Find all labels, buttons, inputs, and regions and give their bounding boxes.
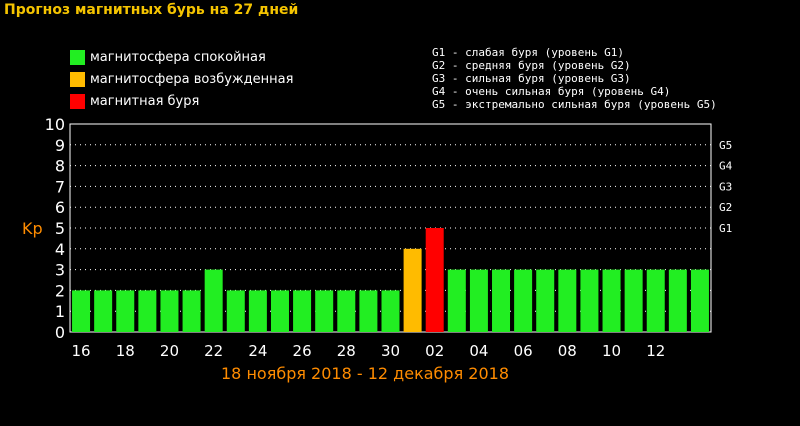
y-axis-label: Kp (22, 219, 43, 238)
date-range-subtitle: 18 ноября 2018 - 12 декабря 2018 (221, 364, 509, 383)
g1-description: G1 - слабая буря (уровень G1) (432, 46, 625, 59)
bar (469, 269, 488, 332)
y-tick-label: 2 (55, 281, 65, 300)
bar (315, 290, 334, 332)
legend-swatch-storm (70, 93, 85, 109)
x-tick-label: 10 (602, 342, 621, 360)
x-tick-label: 02 (425, 342, 444, 360)
y-tick-label: 4 (55, 240, 65, 259)
x-tick-label: 06 (514, 342, 533, 360)
color-legend: магнитосфера спокойная магнитосфера возб… (70, 46, 293, 112)
legend-item-excited: магнитосфера возбужденная (70, 68, 293, 90)
bar (293, 290, 312, 332)
bar (94, 290, 113, 332)
g4-description: G4 - очень сильная буря (уровень G4) (432, 85, 671, 98)
page-title: Прогноз магнитных бурь на 27 дней (4, 2, 299, 18)
bar (536, 269, 555, 332)
bar (624, 269, 643, 332)
y-tick-label: 5 (55, 219, 65, 238)
bar (514, 269, 533, 332)
x-tick-label: 28 (337, 342, 356, 360)
x-tick-label: 16 (72, 342, 91, 360)
y-tick-label: 9 (55, 136, 65, 155)
storm-level-legend: G1 - слабая буря (уровень G1) G2 - средн… (432, 46, 717, 111)
bar (248, 290, 267, 332)
bar (138, 290, 157, 332)
legend-swatch-quiet (70, 49, 85, 65)
x-tick-label: 12 (646, 342, 665, 360)
right-axis-label: G5 (719, 139, 732, 152)
y-tick-label: 7 (55, 177, 65, 196)
bar (204, 269, 223, 332)
legend-label-storm: магнитная буря (90, 93, 200, 109)
bar (668, 269, 687, 332)
x-tick-label: 04 (469, 342, 488, 360)
bar (558, 269, 577, 332)
bar (492, 269, 511, 332)
bar (359, 290, 378, 332)
y-tick-label: 8 (55, 157, 65, 176)
bar (425, 228, 444, 332)
right-axis-label: G4 (719, 160, 733, 173)
x-tick-label: 26 (293, 342, 312, 360)
x-tick-label: 22 (204, 342, 223, 360)
bar (160, 290, 179, 332)
legend-label-quiet: магнитосфера спокойная (90, 49, 266, 65)
bar (270, 290, 289, 332)
x-tick-label: 18 (116, 342, 135, 360)
bar (116, 290, 135, 332)
bar (447, 269, 466, 332)
bar (72, 290, 91, 332)
y-tick-label: 1 (55, 302, 65, 321)
x-tick-label: 24 (248, 342, 267, 360)
bar (646, 269, 665, 332)
bar (182, 290, 201, 332)
x-tick-label: 08 (558, 342, 577, 360)
g3-description: G3 - сильная буря (уровень G3) (432, 72, 631, 85)
bar (337, 290, 356, 332)
y-tick-label: 0 (55, 323, 65, 342)
legend-swatch-excited (70, 71, 85, 87)
bar (602, 269, 621, 332)
bar (381, 290, 400, 332)
y-tick-label: 6 (55, 198, 65, 217)
y-tick-label: 3 (55, 261, 65, 280)
bar (226, 290, 245, 332)
x-tick-label: 20 (160, 342, 179, 360)
x-tick-label: 30 (381, 342, 400, 360)
bar (690, 269, 709, 332)
legend-item-quiet: магнитосфера спокойная (70, 46, 293, 68)
legend-label-excited: магнитосфера возбужденная (90, 71, 294, 87)
g2-description: G2 - средняя буря (уровень G2) (432, 59, 631, 72)
g5-description: G5 - экстремально сильная буря (уровень … (432, 98, 717, 111)
legend-item-storm: магнитная буря (70, 90, 293, 112)
bar (580, 269, 599, 332)
bar (403, 248, 422, 332)
right-axis-label: G1 (719, 222, 732, 235)
right-axis-label: G3 (719, 180, 732, 193)
right-axis-label: G2 (719, 201, 732, 214)
y-tick-label: 10 (45, 115, 65, 134)
